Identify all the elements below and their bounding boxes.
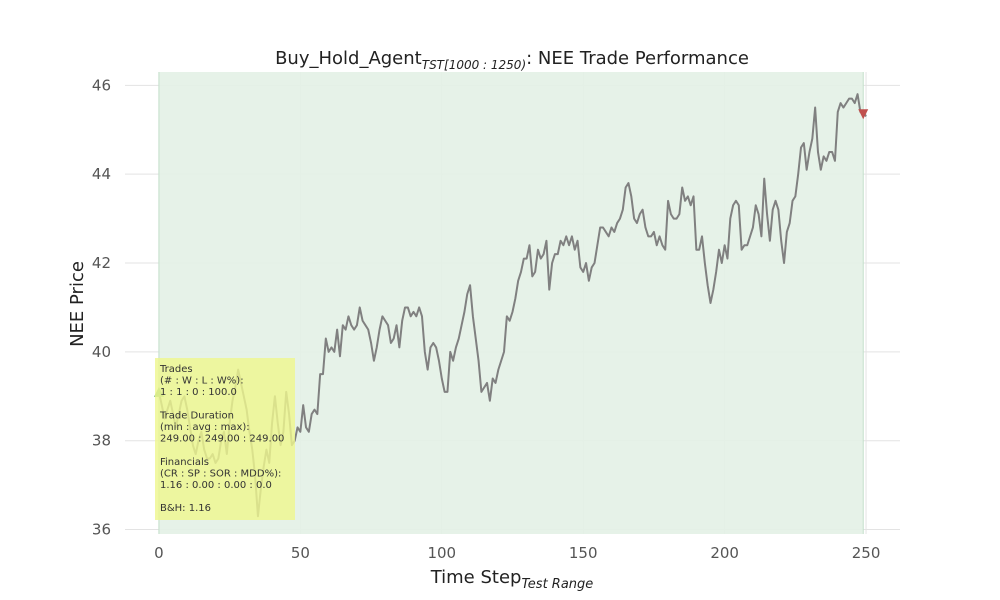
stats-box-line: Financials (160, 457, 209, 468)
stats-box-line: Trades (159, 364, 193, 375)
x-axis-label-subscript: Test Range (521, 577, 593, 592)
stats-box-line: (CR : SP : SOR : MDD%): (160, 468, 281, 479)
y-tick-label: 46 (92, 76, 111, 94)
y-axis-label: NEE Price (67, 261, 88, 347)
stats-box-line: Trade Duration (159, 410, 234, 421)
chart-title-rest: : NEE Trade Performance (526, 48, 749, 69)
y-tick-label: 40 (92, 343, 111, 361)
y-tick-label: 36 (92, 521, 111, 539)
stats-box-line: 249.00 : 249.00 : 249.00 (160, 434, 284, 445)
x-axis-label-main: Time Step (430, 567, 522, 588)
y-tick-label: 42 (92, 254, 111, 272)
y-tick-labels: 36 38 40 42 44 46 (92, 76, 111, 538)
x-tick-labels: 0 50 100 150 200 250 (154, 544, 880, 562)
x-tick-label: 100 (427, 544, 456, 562)
chart-title-main: Buy_Hold_Agent (275, 48, 422, 69)
stats-box-line: (min : avg : max): (160, 422, 250, 433)
x-tick-label: 150 (569, 544, 598, 562)
stats-box-line: 1.16 : 0.00 : 0.00 : 0.0 (160, 480, 272, 491)
stats-box: Trades(# : W : L : W%):1 : 1 : 0 : 100.0… (155, 358, 295, 520)
chart-title-subscript: TST[1000 : 1250) (422, 58, 526, 72)
x-tick-label: 200 (710, 544, 739, 562)
x-tick-label: 0 (154, 544, 164, 562)
y-tick-label: 38 (92, 432, 111, 450)
stats-box-line: 1 : 1 : 0 : 100.0 (160, 387, 237, 398)
stats-box-background (155, 358, 295, 520)
stats-box-line: B&H: 1.16 (160, 503, 211, 514)
chart-title: Buy_Hold_AgentTST[1000 : 1250): NEE Trad… (275, 48, 749, 72)
y-tick-label: 44 (92, 165, 111, 183)
x-tick-label: 250 (852, 544, 881, 562)
stats-box-line: (# : W : L : W%): (160, 376, 244, 387)
x-axis-label: Time StepTest Range (430, 567, 594, 592)
sell-marker (858, 109, 869, 120)
x-tick-label: 50 (291, 544, 310, 562)
